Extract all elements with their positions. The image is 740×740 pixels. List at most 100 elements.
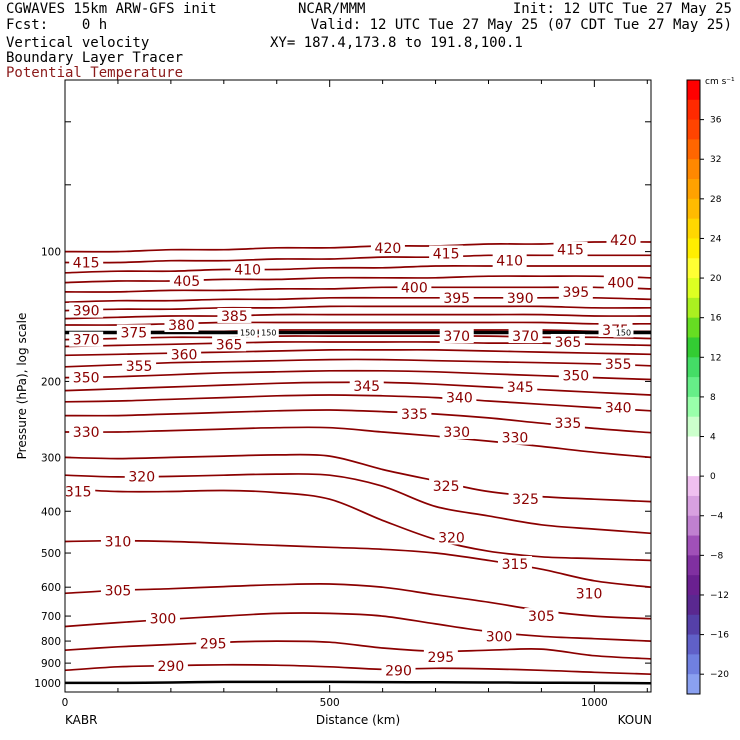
contour-label: 345 — [353, 379, 380, 395]
contour-label-bg — [508, 328, 543, 344]
contour-label-bg — [572, 585, 607, 601]
contour-label: 400 — [401, 280, 428, 296]
cross-section-endpoints: XY= 187.4,173.8 to 191.8,100.1 — [270, 35, 523, 51]
contour-label: 340 — [446, 391, 473, 407]
contour-label-bg — [482, 628, 517, 644]
tracer-label-bg — [237, 327, 258, 338]
isentrope-410 — [64, 265, 651, 274]
isentrope-370 — [64, 335, 652, 341]
isentrope-340 — [64, 394, 652, 412]
contour-label: 310 — [105, 534, 132, 550]
isentrope-295 — [64, 640, 652, 660]
colorbar-swatch — [687, 535, 700, 556]
contour-label-bg — [439, 328, 474, 344]
colorbar-tick-label: 24 — [710, 234, 722, 244]
contour-label-bg — [153, 658, 188, 674]
contour-label: 350 — [73, 371, 100, 387]
contour-label-bg — [442, 389, 477, 405]
contour-label-bg — [558, 367, 593, 383]
colorbar-tick-label: 8 — [710, 393, 716, 403]
forecast-hour: Fcst: 0 h — [6, 17, 108, 33]
contour-label: 405 — [173, 274, 200, 290]
isentrope-315 — [64, 488, 652, 562]
contour-label-bg — [100, 533, 135, 549]
contour-label: 390 — [73, 304, 100, 320]
colorbar-swatch — [687, 99, 700, 121]
contour-label-bg — [230, 261, 265, 277]
colorbar-swatch — [687, 198, 700, 220]
isentrope-395 — [64, 296, 652, 304]
contour-label-bg — [122, 357, 157, 373]
contour-label: 415 — [433, 246, 460, 262]
colorbar-tick-label: −12 — [710, 591, 729, 601]
contour-label-bg — [196, 635, 231, 651]
contour-label: 355 — [126, 359, 153, 375]
tracer-label-bg — [258, 327, 279, 338]
contour-label-bg — [497, 555, 532, 571]
contour-label: 385 — [221, 309, 248, 325]
contour-label-bg — [606, 232, 641, 248]
contour-label: 370 — [73, 333, 100, 349]
y-tick-label: 500 — [41, 548, 61, 560]
chart-title: CGWAVES 15km ARW-GFS init — [6, 1, 217, 17]
contour-label: 345 — [507, 380, 534, 396]
x-tick-label: 1000 — [581, 697, 608, 709]
isentrope-420 — [64, 241, 652, 253]
x-tick-label: 500 — [320, 697, 340, 709]
isentrope-390 — [64, 305, 652, 312]
colorbar-tick-label: 32 — [710, 155, 721, 165]
contour-label: 315 — [65, 485, 92, 501]
contour-label: 325 — [433, 479, 460, 495]
contour-label-bg — [116, 324, 151, 340]
contour-label-bg — [423, 648, 458, 664]
colorbar-swatch — [687, 119, 700, 140]
colorbar-swatch — [687, 139, 700, 160]
contour-label-bg — [503, 378, 538, 394]
x-start-station: KABR — [65, 713, 97, 727]
contour-label-bg — [550, 415, 585, 431]
colorbar-swatch — [687, 594, 700, 616]
contour-label-bg — [397, 279, 432, 295]
tracer-lines — [65, 330, 652, 685]
y-tick-label: 700 — [41, 611, 61, 623]
isentrope-325 — [64, 453, 652, 503]
contour-label: 310 — [576, 586, 603, 602]
contour-label: 370 — [443, 329, 470, 345]
isentrope-350 — [64, 369, 652, 381]
contour-label: 305 — [528, 609, 555, 625]
isentrope-405 — [64, 275, 652, 284]
contour-label: 415 — [73, 256, 100, 272]
colorbar-swatch — [687, 218, 700, 239]
colorbar-tick-label: 0 — [710, 472, 716, 482]
colorbar-tick-label: −20 — [710, 670, 729, 680]
y-tick-label: 800 — [41, 636, 61, 648]
contour-label-bg — [497, 429, 532, 445]
colorbar-swatch — [687, 258, 700, 279]
colorbar-tick-label: 16 — [710, 314, 722, 324]
contour-label: 290 — [385, 663, 412, 679]
y-tick-label: 300 — [41, 452, 61, 464]
colorbar-swatch — [687, 456, 700, 477]
plot-frame — [64, 79, 652, 693]
valid-time: Valid: 12 UTC Tue 27 May 25 (07 CDT Tue … — [310, 17, 732, 33]
contour-label-bg — [508, 491, 543, 507]
contour-label: 410 — [234, 262, 261, 278]
contour-label-bg — [124, 468, 159, 484]
contour-label: 335 — [555, 416, 582, 432]
colorbar-swatch — [687, 297, 700, 319]
contour-label-bg — [601, 399, 636, 415]
contour-label: 370 — [512, 329, 539, 345]
contour-label-bg — [69, 254, 104, 270]
colorbar-swatch — [687, 476, 700, 497]
contour-label: 330 — [73, 425, 100, 441]
contour-label: 415 — [557, 243, 584, 259]
contour-label: 365 — [216, 337, 243, 353]
tracer-label: 150 — [240, 328, 255, 337]
colorbar-swatch — [687, 179, 700, 200]
contour-label: 300 — [486, 629, 513, 645]
contour-label-bg — [370, 239, 405, 255]
contour-label: 410 — [496, 254, 523, 270]
colorbar-tick-label: 12 — [710, 353, 721, 363]
colorbar-swatch — [687, 278, 700, 299]
